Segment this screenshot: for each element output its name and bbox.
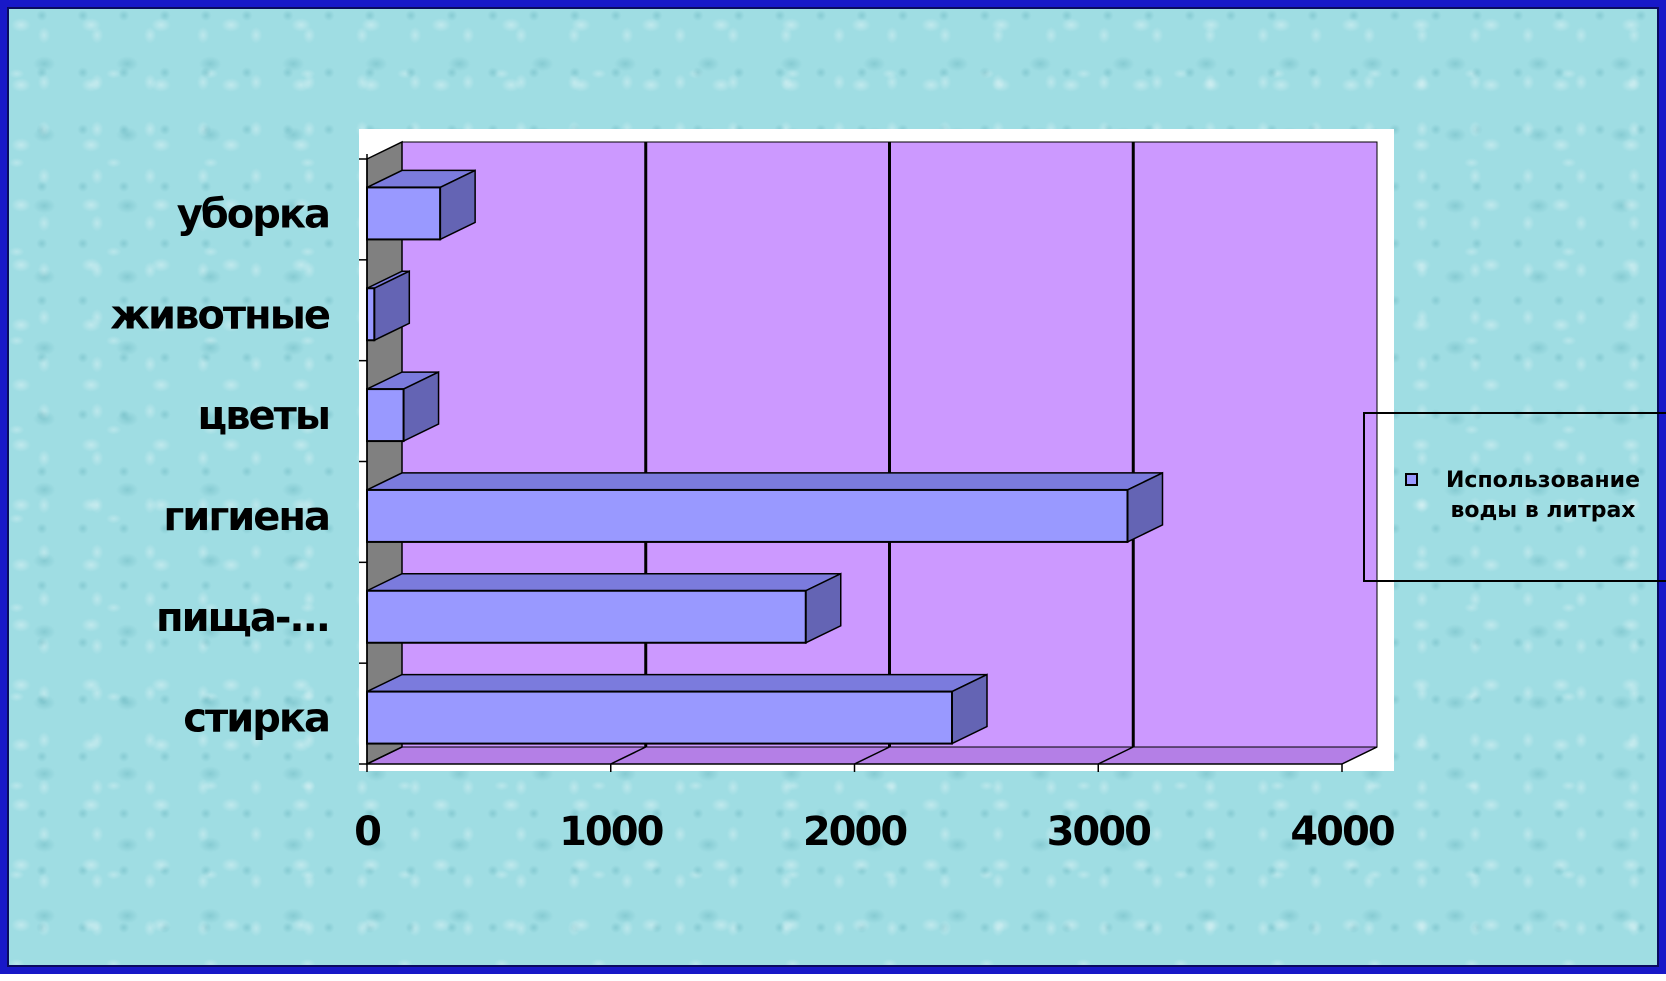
x-tick-label: 2000 bbox=[803, 809, 906, 855]
legend-swatch bbox=[1405, 473, 1418, 486]
x-tick-label: 4000 bbox=[1290, 809, 1393, 855]
category-label: пища-... bbox=[156, 595, 329, 641]
x-tick-label: 0 bbox=[354, 809, 380, 855]
bar-chart: 0 1000 2000 3000 4000 стирка пища-... гигиена цв… bbox=[110, 129, 1396, 855]
bar bbox=[366, 589, 807, 644]
x-tick-label: 3000 bbox=[1047, 809, 1150, 855]
bar-top-face bbox=[366, 573, 842, 592]
floor-gridline bbox=[854, 746, 890, 765]
x-tick-label: 1000 bbox=[559, 809, 662, 855]
category-label: гигиена bbox=[163, 494, 329, 540]
bar bbox=[366, 388, 405, 443]
bar bbox=[366, 690, 953, 745]
floor-gridline bbox=[610, 746, 647, 765]
category-label: животные bbox=[110, 292, 330, 338]
bar bbox=[366, 488, 1129, 543]
bar bbox=[366, 287, 376, 342]
bar-top-face bbox=[366, 673, 988, 693]
category-label: уборка bbox=[177, 191, 329, 237]
bar-top-face bbox=[366, 472, 1163, 491]
bar bbox=[366, 186, 442, 241]
legend-label: Использование воды в литрах bbox=[1423, 466, 1663, 526]
category-label: стирка bbox=[183, 696, 329, 742]
legend-label-line-2: воды в литрах bbox=[1450, 498, 1636, 523]
legend-label-line-1: Использование bbox=[1446, 468, 1640, 493]
floor-gridline bbox=[1341, 746, 1378, 765]
legend: Использование воды в литрах bbox=[1363, 412, 1666, 582]
floor-gridline bbox=[1097, 746, 1134, 765]
floor-gridline bbox=[366, 746, 403, 765]
category-label: цветы bbox=[198, 393, 329, 439]
